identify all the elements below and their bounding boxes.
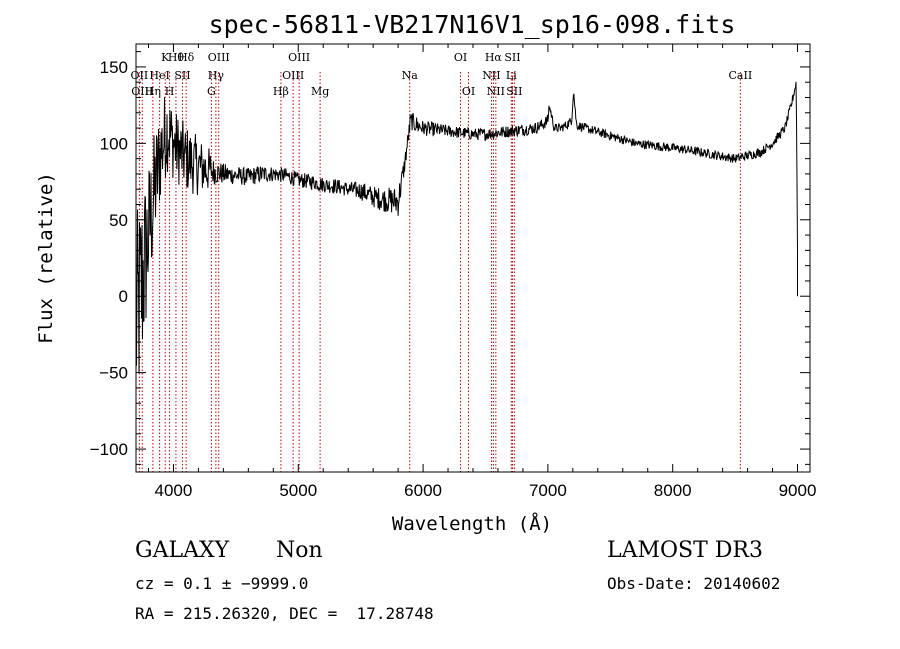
line-marker-label: Hγ bbox=[208, 69, 225, 82]
y-tick-label: −100 bbox=[90, 440, 128, 459]
line-marker-label: OIII bbox=[131, 85, 153, 98]
y-axis-ticks: 150 100 50 0 −50 −100 bbox=[90, 51, 810, 465]
y-tick-label: −50 bbox=[99, 364, 128, 383]
line-marker-label: OIII bbox=[282, 69, 304, 82]
line-marker-label: SII bbox=[506, 85, 522, 98]
survey-name: LAMOST DR3 bbox=[607, 538, 763, 563]
line-marker-label: H bbox=[165, 85, 175, 98]
line-marker-label: SII bbox=[504, 51, 520, 64]
line-marker-label: CaII bbox=[729, 69, 753, 82]
x-tick-label: 9000 bbox=[779, 481, 817, 500]
line-marker-label: Mg bbox=[311, 85, 329, 98]
object-subclass: Non bbox=[276, 538, 323, 563]
chart-title: spec-56811-VB217N16V1_sp16-098.fits bbox=[209, 10, 736, 39]
line-marker-label: G bbox=[207, 85, 216, 98]
line-marker-label: K bbox=[161, 51, 170, 64]
y-tick-label: 0 bbox=[119, 287, 128, 306]
x-tick-label: 8000 bbox=[654, 481, 692, 500]
y-axis-label: Flux (relative) bbox=[35, 172, 57, 344]
x-tick-label: 7000 bbox=[529, 481, 567, 500]
line-marker-label: Li bbox=[506, 69, 517, 82]
observation-date: Obs-Date: 20140602 bbox=[607, 574, 781, 593]
line-marker-label: NII bbox=[482, 69, 500, 82]
y-tick-label: 100 bbox=[100, 134, 128, 153]
line-marker-label: OIII bbox=[208, 51, 230, 64]
line-marker-label: HeI bbox=[149, 69, 169, 82]
coordinates: RA = 215.26320, DEC = 17.28748 bbox=[135, 604, 434, 623]
plot-frame bbox=[135, 43, 811, 473]
y-tick-label: 150 bbox=[100, 58, 128, 77]
line-marker-label: Hδ bbox=[178, 51, 195, 64]
redshift-value: cz = 0.1 ± −9999.0 bbox=[135, 574, 309, 593]
line-marker-label: Hα bbox=[485, 51, 503, 64]
line-marker-label: Hθ bbox=[168, 51, 185, 64]
line-marker-label: OI bbox=[454, 51, 467, 64]
line-marker-label: SII bbox=[174, 69, 190, 82]
x-tick-label: 5000 bbox=[279, 481, 317, 500]
line-marker-label: OI bbox=[462, 85, 475, 98]
spectrum-line bbox=[135, 81, 798, 374]
x-axis-ticks: 4000 5000 6000 7000 8000 9000 bbox=[147, 44, 817, 500]
x-tick-label: 4000 bbox=[155, 481, 193, 500]
x-tick-label: 6000 bbox=[404, 481, 442, 500]
line-marker-label: NII bbox=[487, 85, 505, 98]
y-tick-label: 50 bbox=[109, 211, 128, 230]
line-marker-label: Hβ bbox=[273, 85, 289, 98]
object-class: GALAXY bbox=[135, 538, 230, 563]
line-marker-label: Na bbox=[402, 69, 419, 82]
line-marker-label: OIII bbox=[288, 51, 310, 64]
line-marker-label: Hη bbox=[145, 85, 161, 98]
line-marker-label: OII bbox=[131, 69, 149, 82]
x-axis-label: Wavelength (Å) bbox=[392, 512, 552, 535]
